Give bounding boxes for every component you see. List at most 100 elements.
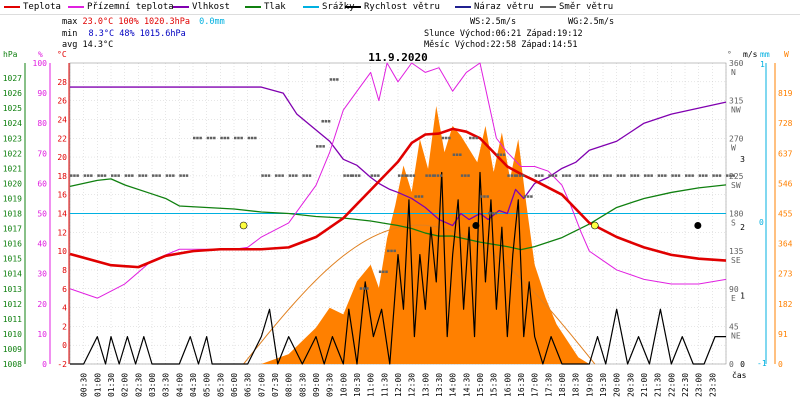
wind-direction-point — [650, 174, 653, 177]
x-tick: 08:00 — [285, 373, 294, 397]
solar-axis-tick: 91 — [778, 330, 788, 339]
wind-axis-tick: 2 — [740, 223, 745, 232]
wind-direction-point — [472, 136, 475, 140]
wind-direction-point — [417, 195, 421, 198]
direction-axis-tick: 360 — [729, 59, 744, 68]
wind-direction-point — [278, 174, 281, 177]
wind-direction-point — [220, 136, 223, 140]
wind-direction-point — [382, 270, 385, 274]
wind-direction-point — [117, 174, 120, 177]
wind-direction-point — [688, 174, 691, 177]
wind-direction-point — [240, 136, 243, 140]
min-pressure: 1015.6hPa — [139, 29, 186, 39]
legend-label: Směr větru — [559, 2, 614, 12]
humidity-axis-tick: 100 — [33, 59, 48, 68]
legend-item-4: Srážky — [303, 2, 355, 12]
pressure-axis-tick: 1014 — [3, 270, 22, 279]
temperature-axis-tick: 6 — [62, 285, 67, 294]
legend-swatch — [245, 5, 261, 8]
wind-direction-point — [644, 174, 647, 177]
wind-direction-point — [387, 249, 390, 253]
pressure-axis-tick: 1020 — [3, 179, 22, 188]
wind-direction-point — [677, 174, 681, 177]
legend: Teplota Přízemní teplota Vlhkost Tlak Srážky… — [0, 0, 800, 15]
x-tick: 16:30 — [517, 373, 526, 397]
temperature-axis-tick: -2 — [57, 360, 67, 369]
wind-direction-point — [124, 174, 128, 177]
wind-direction-point — [433, 174, 437, 177]
wind-direction-point — [647, 174, 650, 177]
rain-axis-tick: 1 — [760, 60, 765, 69]
pressure-axis-tick: 1015 — [3, 255, 22, 264]
wind-direction-point — [111, 174, 114, 177]
pressure-axis-tick: 1019 — [3, 194, 22, 203]
pressure-axis-tick: 1012 — [3, 300, 22, 309]
legend-item-2: Vlhkost — [173, 2, 230, 12]
wind-direction-point — [499, 153, 503, 156]
x-tick: 15:30 — [490, 373, 499, 397]
x-tick: 04:00 — [175, 373, 184, 397]
pressure-axis-label: hPa — [3, 50, 18, 59]
wind-direction-point — [127, 174, 131, 177]
wind-direction-point — [729, 174, 732, 177]
wind-direction-point — [250, 136, 254, 140]
wind-direction-point — [114, 174, 117, 177]
wind-direction-point — [168, 174, 172, 177]
legend-swatch — [345, 5, 361, 8]
wind-direction-point — [103, 174, 107, 177]
wind-direction-point — [480, 195, 483, 198]
wind-direction-point — [390, 249, 393, 253]
x-tick: 02:00 — [121, 373, 130, 397]
pressure-axis-tick: 1010 — [3, 330, 22, 339]
temperature-axis-tick: 24 — [57, 115, 67, 124]
wind-direction-point — [459, 153, 462, 156]
wind-direction-point — [685, 174, 688, 177]
wind-direction-point — [138, 174, 141, 177]
temperature-axis-tick: 2 — [62, 322, 67, 331]
legend-swatch — [540, 5, 556, 8]
direction-axis-tick: 135 — [729, 247, 744, 256]
x-tick: 01:30 — [107, 373, 116, 397]
wind-direction-point — [455, 153, 459, 156]
pressure-axis-tick: 1022 — [3, 149, 22, 158]
wind-direction-point — [630, 174, 633, 177]
pressure-line — [69, 178, 727, 251]
max-temp: 23.0°C — [82, 17, 114, 27]
wind-direction-point — [513, 174, 517, 177]
solar-axis-label: W — [784, 50, 789, 59]
x-tick: 06:00 — [230, 373, 239, 397]
humidity-line — [70, 86, 727, 227]
wind-direction-point — [521, 174, 525, 177]
wind-direction-point — [319, 145, 322, 148]
legend-item-5: Rychlost větru — [345, 2, 440, 12]
wind-direction-point — [409, 174, 412, 177]
moon-marker — [694, 222, 702, 229]
wind-direction-point — [568, 174, 571, 177]
direction-axis-tick: 45 — [729, 322, 739, 331]
wind-direction-point — [209, 136, 213, 140]
x-tick: 20:00 — [613, 373, 622, 397]
wind-direction-point — [357, 174, 361, 177]
x-tick: 07:30 — [271, 373, 280, 397]
x-tick: 04:30 — [189, 373, 198, 397]
x-tick: 08:30 — [298, 373, 307, 397]
legend-label: Tlak — [264, 2, 286, 12]
x-tick: 11:30 — [380, 373, 389, 397]
wind-direction-point — [359, 287, 363, 290]
legend-item-7: Směr větru — [540, 2, 613, 12]
wind-direction-point — [261, 174, 264, 177]
wind-direction-point — [623, 174, 626, 177]
wind-direction-point — [541, 174, 544, 177]
wind-direction-point — [196, 136, 199, 140]
wind-direction-point — [70, 174, 73, 177]
direction-axis-dir: NW — [731, 106, 741, 115]
direction-axis-tick: 0 — [729, 360, 734, 369]
wind-direction-point — [76, 174, 79, 177]
temperature-axis-tick: 10 — [57, 247, 67, 256]
wind-direction-point — [288, 174, 292, 177]
rain-axis-tick: 0 — [759, 218, 764, 227]
legend-label: Vlhkost — [192, 2, 230, 12]
x-tick: 19:30 — [599, 373, 608, 397]
wind-direction-point — [275, 174, 278, 177]
wind-direction-point — [515, 174, 519, 177]
